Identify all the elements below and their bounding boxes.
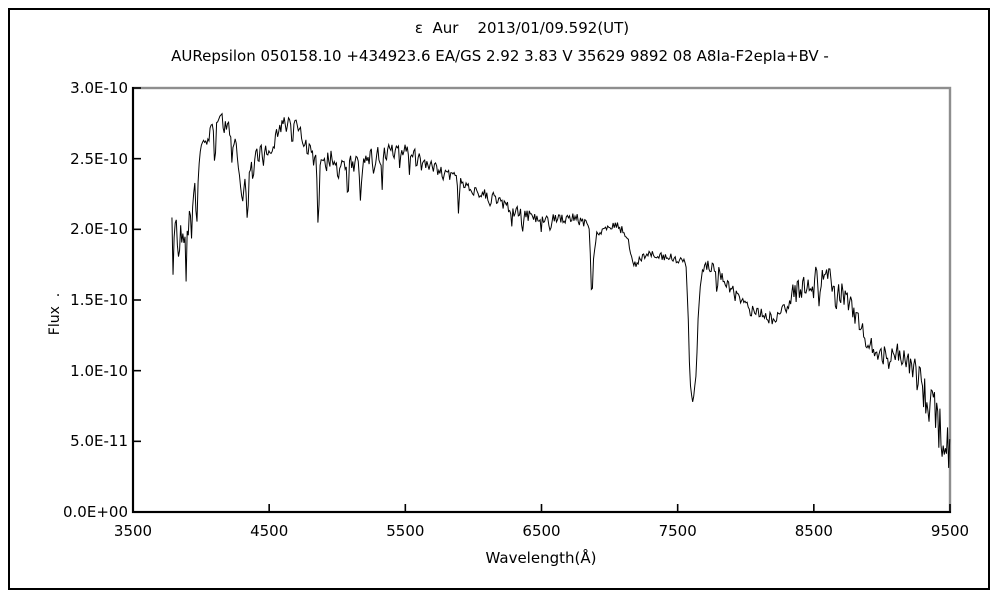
y-tick-label: 1.5E-10	[70, 291, 128, 309]
y-tick-label: 3.0E-10	[70, 79, 128, 97]
x-tick-label: 8500	[794, 522, 833, 540]
x-tick-label: 6500	[522, 522, 561, 540]
x-tick-label: 9500	[930, 522, 970, 540]
chart-title: ε Aur 2013/01/09.592(UT)	[414, 19, 630, 37]
y-tick-label: 2.5E-10	[70, 149, 128, 168]
y-tick-label: 0.0E+00	[63, 503, 128, 521]
y-tick-label: 2.0E-10	[70, 220, 128, 239]
x-tick-label: 5500	[386, 522, 425, 540]
y-tick-label: 1.0E-10	[70, 361, 128, 380]
chart-subtitle: AURepsilon 050158.10 +434923.6 EA/GS 2.9…	[171, 47, 829, 65]
x-tick-label: 3500	[113, 522, 153, 540]
x-tick-label: 7500	[658, 522, 697, 540]
x-tick-label: 4500	[250, 522, 289, 540]
x-axis-title: Wavelength(Å)	[485, 549, 597, 567]
y-tick-label: 5.0E-11	[70, 432, 128, 451]
spectrum-line	[171, 112, 951, 468]
